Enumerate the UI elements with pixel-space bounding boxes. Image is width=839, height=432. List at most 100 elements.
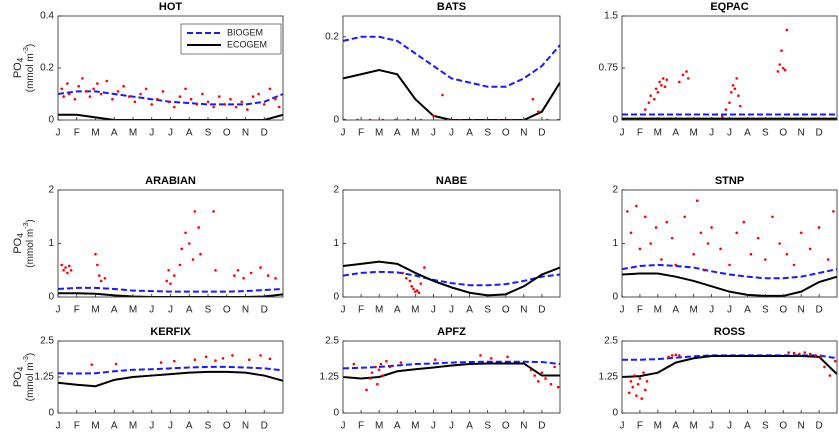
observation-point <box>97 274 101 277</box>
x-tick-label: M <box>689 128 697 139</box>
observation-point <box>92 87 95 91</box>
observation-point <box>376 382 379 386</box>
plot-area <box>622 199 837 297</box>
observation-point <box>111 97 114 101</box>
x-tick-label: J <box>431 421 436 432</box>
observation-point <box>66 271 69 275</box>
observation-point <box>703 268 706 272</box>
observation-point <box>643 388 647 392</box>
observation-point <box>553 365 556 369</box>
y-tick-label: 1.25 <box>35 372 55 383</box>
x-tick-label: M <box>411 305 419 316</box>
observation-point <box>776 70 780 73</box>
observation-point <box>719 247 722 251</box>
observation-point <box>410 285 414 288</box>
observation-point <box>77 84 80 88</box>
y-unit-sup: -3 <box>23 356 30 362</box>
x-tick-label: M <box>654 421 662 432</box>
x-tick-label: A <box>466 305 473 316</box>
observation-point <box>799 231 803 235</box>
observation-point <box>731 84 735 87</box>
x-tick-label: A <box>672 305 679 316</box>
observation-point <box>828 374 832 377</box>
observation-point <box>670 236 674 240</box>
observation-point <box>69 268 73 272</box>
observation-point <box>640 397 644 400</box>
observation-point <box>778 63 781 66</box>
plot-area <box>58 77 283 120</box>
x-tick-label: D <box>261 421 268 432</box>
plot-area <box>58 210 283 297</box>
x-tick-label: N <box>242 305 249 316</box>
observation-point <box>96 263 99 267</box>
x-tick-label: J <box>341 421 346 432</box>
y-unit-sup: -3 <box>23 223 30 229</box>
y-tick-label: 0 <box>612 115 618 126</box>
observation-point <box>133 100 137 104</box>
x-tick-label: J <box>449 128 454 139</box>
observation-point <box>764 258 767 261</box>
x-tick-label: S <box>762 421 769 432</box>
observation-point <box>652 97 656 101</box>
x-tick-label: D <box>261 128 268 139</box>
observation-point <box>629 380 633 383</box>
x-tick-label: J <box>149 128 154 139</box>
observation-point <box>686 77 690 80</box>
observation-point <box>60 87 64 91</box>
x-tick-label: J <box>431 128 436 139</box>
x-tick-label: J <box>727 421 732 432</box>
x-tick-label: A <box>466 421 473 432</box>
observation-point <box>199 252 202 256</box>
observation-point <box>122 84 125 88</box>
observation-point <box>103 276 107 280</box>
observation-point <box>735 231 738 235</box>
x-tick-label: O <box>223 128 231 139</box>
x-tick-label: M <box>129 421 137 432</box>
x-tick-label: M <box>91 421 99 432</box>
observation-point <box>365 388 368 392</box>
x-tick-label: S <box>484 305 491 316</box>
observation-point <box>377 368 381 372</box>
panel-title: NABE <box>436 175 467 187</box>
x-tick-label: N <box>520 305 527 316</box>
y-tick-label: 0 <box>612 408 618 419</box>
observation-point <box>229 97 232 101</box>
panel-title: ROSS <box>714 326 745 338</box>
observation-point <box>99 279 103 283</box>
x-tick-label: N <box>242 421 249 432</box>
y-axis-unit: (mmol m-3) <box>23 219 36 267</box>
observation-point <box>240 100 244 104</box>
observation-point <box>728 263 731 267</box>
observation-point <box>234 105 238 109</box>
observation-point <box>150 103 154 106</box>
observation-point <box>251 95 255 98</box>
observation-point <box>66 82 69 85</box>
x-tick-label: J <box>341 305 346 316</box>
x-tick-label: A <box>744 128 751 139</box>
observation-point <box>785 252 789 256</box>
x-tick-label: D <box>538 128 545 139</box>
observation-point <box>415 289 419 292</box>
observation-point <box>159 361 163 364</box>
x-tick-label: A <box>186 421 193 432</box>
x-tick-label: J <box>709 128 714 139</box>
x-tick-label: J <box>449 421 454 432</box>
observation-point <box>206 100 210 104</box>
y-axis-unit: (mmol m-3) <box>23 353 36 401</box>
x-tick-label: J <box>709 305 714 316</box>
x-tick-label: N <box>798 128 805 139</box>
observation-point <box>710 226 713 229</box>
x-tick-label: S <box>484 421 491 432</box>
observation-point <box>262 103 266 106</box>
x-tick-label: M <box>375 305 383 316</box>
observation-point <box>678 354 681 357</box>
x-tick-label: F <box>358 128 364 139</box>
observation-point <box>81 77 84 80</box>
observation-point <box>549 382 553 386</box>
legend-box <box>180 23 282 55</box>
y-unit-text: (mmol m <box>25 53 36 92</box>
y-unit-text: (mmol m <box>25 362 36 401</box>
